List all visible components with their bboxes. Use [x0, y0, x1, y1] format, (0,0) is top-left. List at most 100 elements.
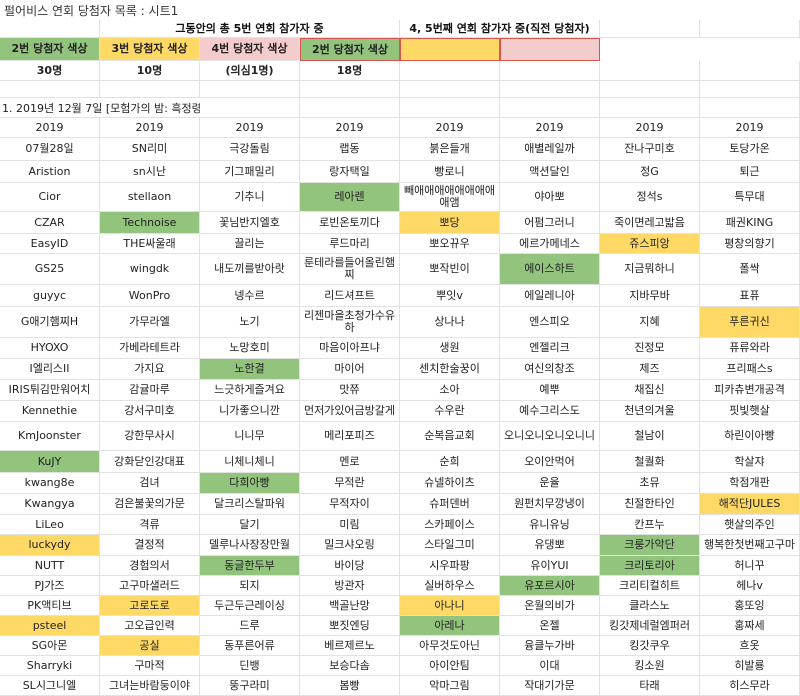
table-cell[interactable]: 니니무 — [200, 422, 300, 451]
table-cell[interactable]: 크리티컬히트 — [600, 576, 700, 596]
table-cell[interactable]: 노망호미 — [200, 338, 300, 359]
table-cell[interactable]: 상나나 — [400, 307, 500, 338]
table-cell[interactable]: 가베라테트라 — [100, 338, 200, 359]
table-cell[interactable]: 히스무라 — [700, 676, 800, 696]
table-cell[interactable]: 검녀 — [100, 473, 200, 494]
table-cell[interactable]: 슈퍼덴버 — [400, 494, 500, 515]
table-cell[interactable]: 노한결 — [200, 359, 300, 380]
table-cell[interactable]: 니체니체니 — [200, 451, 300, 473]
table-cell[interactable]: 마이어 — [300, 359, 400, 380]
table-cell[interactable]: 철남이 — [600, 422, 700, 451]
legend-swatch-3[interactable]: 4번 당첨자 색상 — [200, 38, 300, 61]
cell-empty[interactable] — [500, 98, 600, 118]
table-cell[interactable]: 리드셔프트 — [300, 285, 400, 307]
table-cell[interactable]: 흐옷 — [700, 636, 800, 656]
table-cell[interactable]: 엔젤리크 — [500, 338, 600, 359]
table-cell[interactable]: 동글한두부 — [200, 556, 300, 576]
legend-swatch-6[interactable] — [500, 38, 600, 61]
table-cell[interactable]: 순희 — [400, 451, 500, 473]
table-cell[interactable]: 그녀는바람둥이야 — [100, 676, 200, 696]
table-cell[interactable]: 수우란 — [400, 401, 500, 422]
table-cell[interactable]: 센치한술꿍이 — [400, 359, 500, 380]
table-cell[interactable]: Sharryki — [0, 656, 100, 676]
table-cell[interactable]: 예수그리스도 — [500, 401, 600, 422]
legend-swatch-4[interactable]: 2번 당첨자 색상 — [300, 38, 400, 61]
table-cell[interactable]: 랩동 — [300, 138, 400, 161]
table-cell[interactable]: 멘로 — [300, 451, 400, 473]
table-cell[interactable]: 유포르시아 — [500, 576, 600, 596]
table-cell[interactable]: 어펌그러니 — [500, 212, 600, 234]
legend-count-1[interactable]: 30명 — [0, 61, 100, 81]
table-cell[interactable]: 랑자택일 — [300, 161, 400, 183]
cell-empty[interactable] — [400, 98, 500, 118]
table-cell[interactable]: 백골난망 — [300, 596, 400, 616]
table-cell[interactable]: luckydy — [0, 535, 100, 556]
table-cell[interactable]: 홍짜세 — [700, 616, 800, 636]
cell-empty[interactable] — [600, 81, 700, 98]
section-title[interactable]: 1. 2019년 12월 7일 [모험가의 밤: 흑정령의 초 — [0, 98, 200, 118]
table-header-cell[interactable]: 2019 — [500, 118, 600, 138]
table-cell[interactable]: 드루 — [200, 616, 300, 636]
cell-empty[interactable] — [0, 20, 100, 38]
table-cell[interactable]: 아이안팀 — [400, 656, 500, 676]
table-header-cell[interactable]: 2019 — [100, 118, 200, 138]
table-cell[interactable]: 메리포피즈 — [300, 422, 400, 451]
table-cell[interactable]: 액션달인 — [500, 161, 600, 183]
table-cell[interactable]: 뽀당 — [400, 212, 500, 234]
table-cell[interactable]: kwang8e — [0, 473, 100, 494]
table-cell[interactable]: 검은불꽃의가문 — [100, 494, 200, 515]
table-cell[interactable]: 엔스피오 — [500, 307, 600, 338]
table-cell[interactable]: 동푸른어류 — [200, 636, 300, 656]
table-cell[interactable]: 빼애애애애애애애애애앰 — [400, 183, 500, 212]
table-cell[interactable]: 퇴근 — [700, 161, 800, 183]
table-cell[interactable]: 밀크샤오링 — [300, 535, 400, 556]
table-cell[interactable]: GS25 — [0, 254, 100, 285]
table-header-cell[interactable]: 2019 — [0, 118, 100, 138]
table-cell[interactable]: 쥬스피앙 — [600, 234, 700, 254]
cell-empty[interactable] — [500, 81, 600, 98]
table-cell[interactable]: 원펀치무깡냉이 — [500, 494, 600, 515]
table-cell[interactable]: 핏빛햇살 — [700, 401, 800, 422]
table-cell[interactable]: 붉은들개 — [400, 138, 500, 161]
table-cell[interactable]: KuJY — [0, 451, 100, 473]
table-cell[interactable]: 시우파팡 — [400, 556, 500, 576]
legend-swatch-2[interactable]: 3번 당첨자 색상 — [100, 38, 200, 61]
table-cell[interactable]: 온월의비가 — [500, 596, 600, 616]
table-cell[interactable]: 철퀄화 — [600, 451, 700, 473]
table-cell[interactable]: 하린이아빵 — [700, 422, 800, 451]
table-cell[interactable]: 룬테라를들어올린햄찌 — [300, 254, 400, 285]
cell-empty[interactable] — [700, 81, 800, 98]
legend-count-2[interactable]: 10명 — [100, 61, 200, 81]
table-cell[interactable]: 오니오니오니오니니 — [500, 422, 600, 451]
table-header-cell[interactable]: 2019 — [400, 118, 500, 138]
table-cell[interactable]: I엘리스II — [0, 359, 100, 380]
table-cell[interactable]: 햇살의주인 — [700, 515, 800, 535]
table-cell[interactable]: 크리토리아 — [600, 556, 700, 576]
table-cell[interactable]: 애별레일까 — [500, 138, 600, 161]
table-header-cell[interactable]: 2019 — [200, 118, 300, 138]
table-cell[interactable]: 아레나 — [400, 616, 500, 636]
table-cell[interactable]: 리젠마을초청가수유하 — [300, 307, 400, 338]
table-cell[interactable]: KmJoonster — [0, 422, 100, 451]
table-cell[interactable]: 무적란 — [300, 473, 400, 494]
cell-empty[interactable] — [0, 81, 100, 98]
table-cell[interactable]: 지혜 — [600, 307, 700, 338]
table-cell[interactable]: HYOXO — [0, 338, 100, 359]
table-cell[interactable]: 해적단JULES — [700, 494, 800, 515]
table-cell[interactable]: 퓨류와라 — [700, 338, 800, 359]
table-cell[interactable]: 헤나v — [700, 576, 800, 596]
table-cell[interactable]: 토당가온 — [700, 138, 800, 161]
table-cell[interactable]: 유이YUI — [500, 556, 600, 576]
table-cell[interactable]: 아나니 — [400, 596, 500, 616]
table-cell[interactable]: 되지 — [200, 576, 300, 596]
table-cell[interactable]: THE싸울래 — [100, 234, 200, 254]
table-cell[interactable]: 운율 — [500, 473, 600, 494]
table-cell[interactable]: 야아뽀 — [500, 183, 600, 212]
table-cell[interactable]: 푸른귀신 — [700, 307, 800, 338]
table-cell[interactable]: 뚱구라미 — [200, 676, 300, 696]
table-cell[interactable]: PK액티브 — [0, 596, 100, 616]
table-cell[interactable]: 고구마샐러드 — [100, 576, 200, 596]
table-cell[interactable]: wingdk — [100, 254, 200, 285]
table-cell[interactable]: 예뿌 — [500, 380, 600, 401]
table-cell[interactable]: 킹갓제네럴엠퍼러 — [600, 616, 700, 636]
